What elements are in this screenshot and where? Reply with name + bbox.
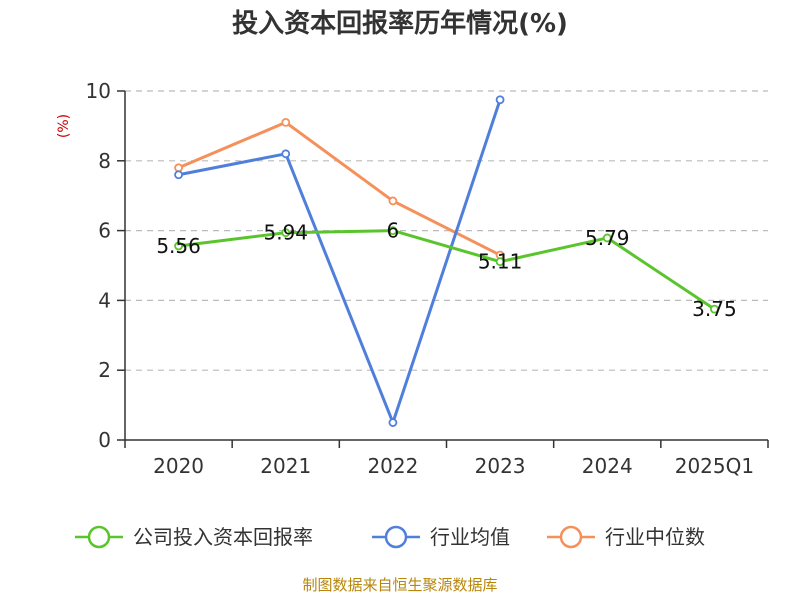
legend-label: 行业中位数	[605, 525, 705, 549]
data-point[interactable]	[174, 241, 183, 251]
axes: 0 2 4 6 8 10 2020 2021 2022 2023 2024 2025Q1	[86, 79, 769, 478]
x-tick-label: 2023	[475, 454, 526, 478]
x-tick-label: 2022	[367, 454, 418, 478]
grid	[125, 90, 768, 371]
source-note: 制图数据来自恒生聚源数据库	[302, 576, 497, 594]
data-label: 5.79	[585, 226, 630, 250]
legend-label: 行业均值	[430, 525, 510, 549]
data-label: 5.11	[478, 250, 523, 274]
y-tick-label: 6	[98, 219, 111, 243]
data-point[interactable]	[710, 304, 719, 314]
legend-label: 公司投入资本回报率	[133, 525, 313, 549]
series-layer	[174, 95, 719, 427]
legend-item[interactable]: 行业均值	[372, 525, 510, 549]
data-point[interactable]	[388, 196, 398, 206]
chart-title: 投入资本回报率历年情况(%)	[232, 8, 568, 39]
data-point[interactable]	[388, 226, 398, 236]
data-label: 3.75	[692, 297, 737, 321]
x-tick-label: 2025Q1	[675, 454, 754, 478]
series-line	[178, 99, 502, 425]
data-label: 6	[387, 219, 400, 243]
legend-item[interactable]: 公司投入资本回报率	[75, 525, 313, 549]
data-point[interactable]	[495, 95, 505, 105]
data-labels: 5.56 5.94 6 5.11 5.79 3.75	[156, 219, 736, 322]
legend-swatch-marker	[384, 525, 408, 549]
data-label: 5.56	[156, 234, 201, 258]
series-line	[177, 120, 501, 257]
y-tick-label: 8	[98, 149, 111, 173]
series-line	[178, 229, 716, 311]
y-tick-label: 10	[86, 79, 111, 103]
data-label: 5.94	[263, 221, 308, 245]
data-point[interactable]	[495, 257, 505, 267]
data-point[interactable]	[174, 170, 183, 180]
x-tick-label: 2024	[582, 454, 633, 478]
x-tick-label: 2021	[260, 454, 311, 478]
legend-swatch-marker	[87, 525, 111, 549]
y-tick-label: 0	[98, 428, 111, 452]
x-tick-label: 2020	[153, 454, 204, 478]
legend[interactable]: 公司投入资本回报率 行业均值 行业中位数	[75, 525, 705, 549]
data-point[interactable]	[281, 149, 291, 159]
legend-item[interactable]: 行业中位数	[547, 525, 705, 549]
legend-swatch-marker	[559, 525, 583, 549]
y-tick-label: 4	[98, 288, 111, 312]
data-point[interactable]	[388, 418, 398, 427]
data-point[interactable]	[602, 233, 612, 243]
y-axis-label: (%)	[56, 114, 72, 138]
data-point[interactable]	[281, 228, 291, 238]
data-point[interactable]	[174, 163, 183, 173]
data-point[interactable]	[281, 118, 291, 127]
y-tick-label: 2	[98, 358, 111, 382]
